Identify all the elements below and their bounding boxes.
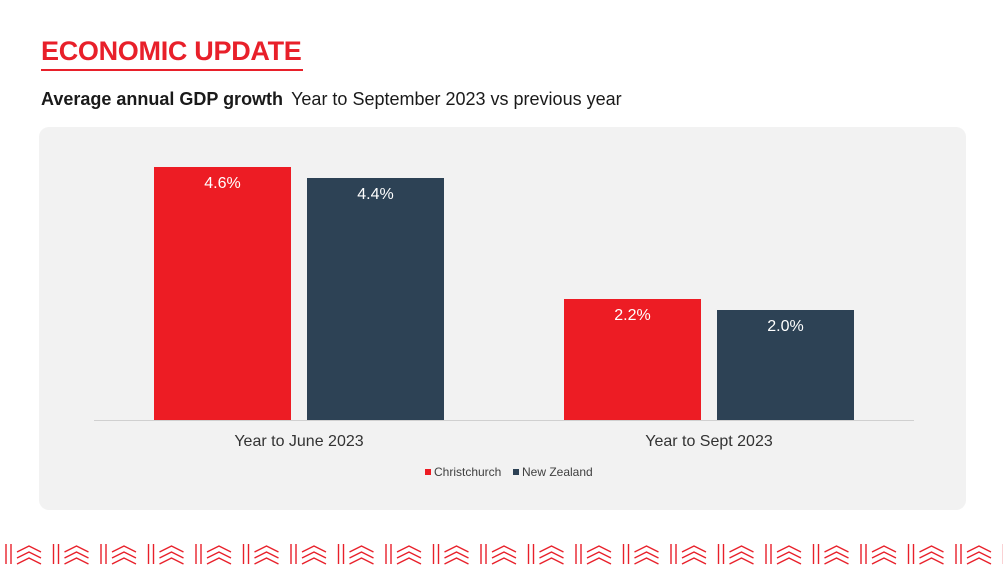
pattern-chevron — [586, 551, 612, 559]
pattern-chevron — [16, 557, 42, 565]
pattern-chevron — [729, 557, 754, 565]
pattern-chevron — [16, 545, 42, 553]
legend-swatch — [513, 469, 519, 475]
pattern-chevron — [206, 557, 232, 565]
pattern-chevron — [396, 545, 422, 553]
pattern-chevron — [919, 551, 944, 559]
pattern-chevron — [444, 551, 469, 559]
pattern-chevron — [349, 551, 374, 559]
x-tick-label: Year to Sept 2023 — [645, 433, 773, 450]
pattern-chevron — [539, 545, 564, 553]
pattern-chevron — [444, 545, 469, 553]
pattern-chevron — [966, 551, 992, 559]
pattern-chevron — [111, 551, 137, 559]
pattern-chevron — [64, 551, 89, 559]
pattern-chevron — [871, 557, 897, 565]
chart-subtitle: Average annual GDP growth Year to Septemb… — [41, 89, 622, 110]
chart-panel: 4.6% 4.4% Year to June 2023 2.2% 2.0% Year to… — [39, 127, 966, 510]
pattern-chevron — [159, 551, 184, 559]
pattern-chevron — [64, 557, 89, 565]
subtitle-period: Year to September 2023 vs previous year — [291, 89, 622, 109]
pattern-chevron — [254, 545, 279, 553]
pattern-chevron — [729, 551, 754, 559]
bar-new-zealand-1 — [307, 178, 444, 420]
pattern-chevron — [539, 557, 564, 565]
pattern-chevron — [159, 545, 184, 553]
pattern-chevron — [301, 557, 327, 565]
pattern-chevron — [111, 545, 137, 553]
legend-swatch — [425, 469, 431, 475]
pattern-chevron — [966, 545, 992, 553]
pattern-chevron — [539, 551, 564, 559]
pattern-chevron — [586, 545, 612, 553]
pattern-chevron — [491, 557, 517, 565]
pattern-chevron — [871, 545, 897, 553]
pattern-chevron — [871, 551, 897, 559]
pattern-chevron — [16, 551, 42, 559]
subtitle-metric: Average annual GDP growth — [41, 89, 284, 109]
pattern-chevron — [301, 551, 327, 559]
pattern-chevron — [919, 557, 944, 565]
pattern-chevron — [824, 557, 849, 565]
page-heading: ECONOMIC UPDATE — [41, 36, 302, 66]
pattern-chevron — [634, 551, 659, 559]
pattern-chevron — [491, 551, 517, 559]
pattern-chevron — [396, 557, 422, 565]
pattern-chevron — [349, 545, 374, 553]
data-label: 2.0% — [767, 318, 803, 335]
pattern-chevron — [966, 557, 992, 565]
pattern-chevron — [444, 557, 469, 565]
gdp-bar-chart: 4.6% 4.4% Year to June 2023 2.2% 2.0% Year to… — [94, 167, 914, 479]
data-label: 4.4% — [357, 186, 393, 203]
pattern-chevron — [681, 557, 707, 565]
pattern-chevron — [301, 545, 327, 553]
decorative-chevron-border — [5, 544, 1003, 565]
pattern-chevron — [111, 557, 137, 565]
bar-new-zealand-2 — [717, 310, 854, 420]
pattern-chevron — [634, 545, 659, 553]
pattern-chevron — [586, 557, 612, 565]
pattern-chevron — [491, 545, 517, 553]
pattern-chevron — [824, 551, 849, 559]
pattern-chevron — [206, 551, 232, 559]
pattern-chevron — [776, 557, 802, 565]
bar-christchurch-1 — [154, 167, 291, 420]
pattern-chevron — [396, 551, 422, 559]
pattern-chevron — [919, 545, 944, 553]
pattern-chevron — [254, 557, 279, 565]
x-tick-label: Year to June 2023 — [234, 433, 363, 450]
pattern-chevron — [349, 557, 374, 565]
pattern-chevron — [776, 545, 802, 553]
pattern-chevron — [681, 551, 707, 559]
bar-christchurch-2 — [564, 299, 701, 420]
pattern-chevron — [776, 551, 802, 559]
pattern-chevron — [634, 557, 659, 565]
data-label: 2.2% — [614, 307, 650, 324]
legend-label: Christchurch — [434, 465, 501, 479]
pattern-chevron — [681, 545, 707, 553]
pattern-chevron — [254, 551, 279, 559]
legend-label: New Zealand — [522, 465, 593, 479]
pattern-chevron — [159, 557, 184, 565]
data-label: 4.6% — [204, 175, 240, 192]
pattern-chevron — [64, 545, 89, 553]
pattern-chevron — [824, 545, 849, 553]
pattern-chevron — [729, 545, 754, 553]
pattern-chevron — [206, 545, 232, 553]
heading-underline — [41, 69, 303, 71]
